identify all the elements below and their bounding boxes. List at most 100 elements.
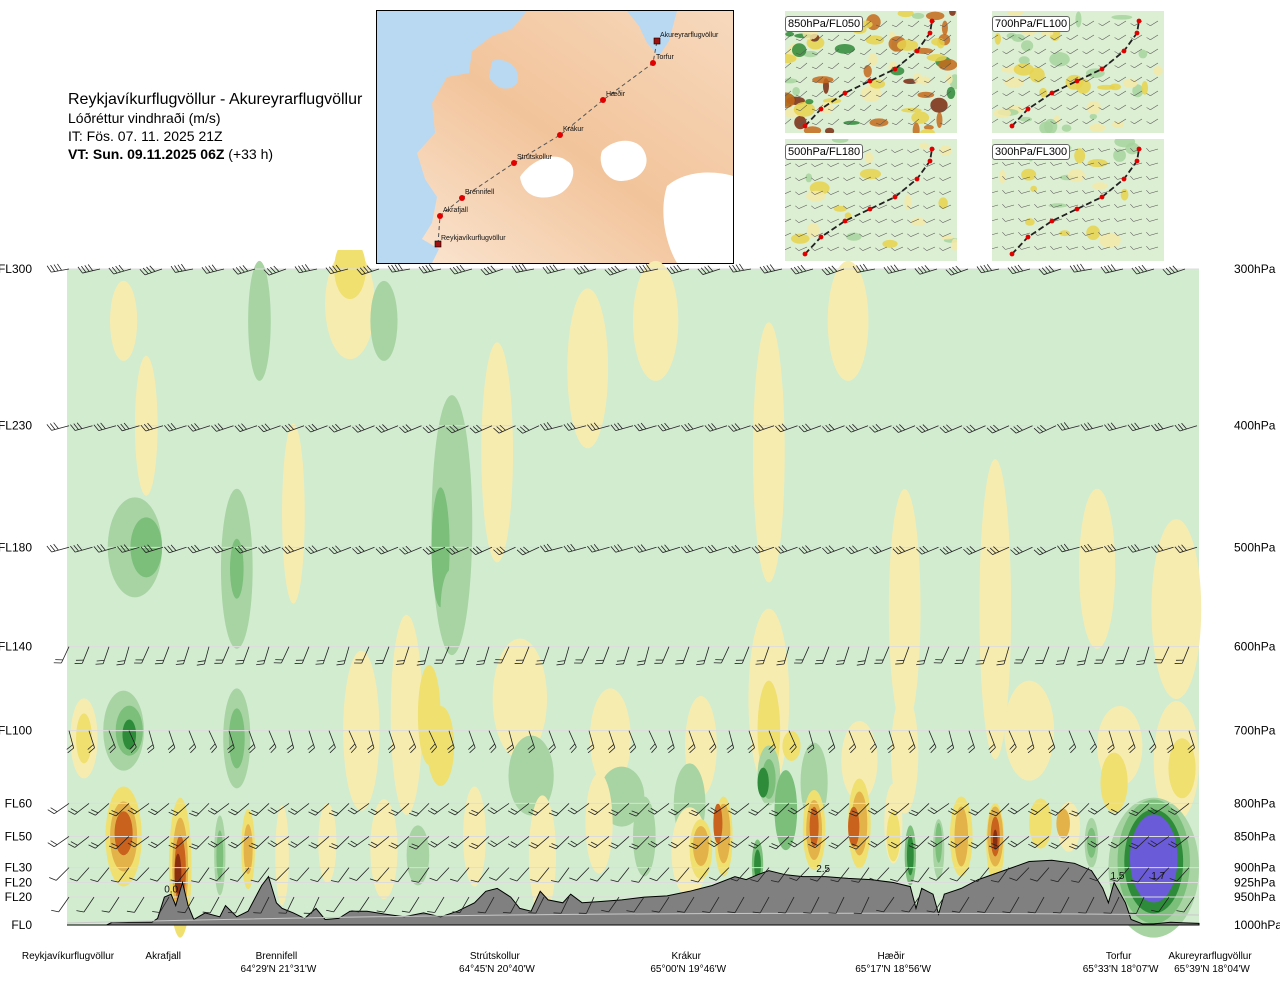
barb-feather	[926, 910, 935, 913]
barb-staff	[576, 867, 590, 881]
barb-staff	[409, 896, 420, 913]
barb-feather	[947, 747, 954, 754]
barb-staff	[1078, 867, 1090, 883]
wind-barb	[827, 730, 836, 754]
thumbnail-barb-feather	[1002, 93, 1007, 96]
barb-staff	[617, 867, 630, 883]
barb-staff	[175, 268, 194, 273]
thumbnail-barb-staff	[878, 204, 888, 209]
barb-staff	[145, 425, 164, 432]
thumbnail-barb-feather	[1034, 246, 1038, 250]
thumbnail-barb-feather	[939, 205, 943, 209]
wind-barb	[480, 265, 504, 276]
thumbnail-barb-staff	[815, 34, 824, 41]
barb-feather	[49, 544, 56, 552]
barb-staff	[816, 867, 830, 882]
barb-staff	[1132, 425, 1151, 432]
barb-feather	[908, 812, 916, 817]
thumbnail-850hpa[interactable]: 850hPa/FL050	[785, 11, 957, 133]
thumbnail-barb-feather	[1066, 232, 1070, 236]
barb-feather	[67, 843, 76, 848]
thumbnail-barb-staff	[910, 246, 920, 251]
barb-feather	[583, 265, 590, 272]
barb-feather	[1045, 266, 1051, 273]
thumbnail-barb	[1146, 176, 1159, 180]
barb-feather	[1030, 808, 1038, 813]
barb-staff	[1109, 425, 1127, 431]
thumbnail-barb-feather	[1050, 65, 1055, 68]
thumbnail-barb-staff	[847, 104, 856, 111]
barb-feather	[707, 424, 714, 431]
wind-barb	[127, 803, 150, 815]
barb-staff	[1085, 896, 1095, 914]
barb-feather	[763, 265, 769, 273]
location-coord: 64°45'N 20°40'W	[459, 964, 535, 975]
thumbnail-barb	[875, 34, 888, 42]
wind-barb	[548, 730, 556, 754]
thumbnail-barb-feather	[843, 108, 849, 112]
thumbnail-barb	[1034, 204, 1047, 208]
barb-feather	[308, 811, 316, 816]
barb-staff	[656, 867, 670, 882]
barb-feather	[1175, 659, 1184, 661]
wind-barb	[1080, 422, 1104, 431]
thumbnail-barb	[811, 162, 824, 167]
wind-barb	[308, 836, 330, 849]
thumbnail-barb-feather	[907, 163, 911, 167]
barb-feather	[567, 809, 575, 815]
barb-staff	[462, 646, 470, 664]
terrain-fill	[67, 859, 1200, 926]
barb-staff	[1042, 646, 1050, 664]
wind-barb	[697, 265, 721, 275]
wind-barb	[563, 543, 587, 553]
barb-feather	[354, 662, 362, 664]
barb-feather	[849, 812, 857, 817]
barb-feather	[523, 546, 530, 553]
barb-staff	[544, 425, 563, 431]
wind-barb	[201, 264, 225, 274]
thumbnail-cell	[833, 205, 848, 212]
barb-feather	[664, 544, 670, 551]
barb-feather	[1073, 264, 1079, 272]
barb-staff	[835, 803, 850, 816]
barb-feather	[647, 810, 655, 815]
thumbnail-barb	[1114, 232, 1127, 236]
thumbnail-cell	[865, 35, 885, 45]
thumbnail-700hpa[interactable]: 700hPa/FL100	[992, 11, 1164, 133]
thumbnail-300hpa[interactable]: 300hPa/FL300	[992, 139, 1164, 261]
thumbnail-barb-feather	[891, 108, 897, 112]
barb-feather	[790, 746, 797, 754]
thumbnail-barb-staff	[910, 204, 920, 209]
wind-barb	[587, 422, 610, 431]
barb-staff	[275, 867, 290, 881]
thumbnail-barb-staff	[863, 62, 872, 69]
barb-staff	[510, 896, 520, 914]
thumbnail-barb-staff	[1069, 190, 1079, 194]
barb-feather	[399, 426, 406, 433]
barb-feather	[288, 423, 294, 430]
wind-barb	[468, 730, 476, 754]
barb-feather	[660, 423, 667, 431]
barb-feather	[916, 548, 923, 555]
thumbnail-500hpa[interactable]: 500hPa/FL180	[785, 139, 957, 261]
barb-feather	[510, 808, 518, 813]
wind-barb	[227, 730, 235, 754]
thumbnail-barb	[811, 118, 824, 126]
wind-barb	[470, 867, 490, 883]
barb-feather	[1110, 544, 1117, 551]
barb-feather	[531, 809, 539, 814]
thumbnail-barb-staff	[879, 48, 888, 55]
thumbnail-barb	[1130, 34, 1143, 40]
thumbnail-barb-staff	[992, 90, 999, 96]
location-coord: 65°17'N 18°56'W	[855, 964, 931, 975]
wind-barb	[47, 803, 70, 815]
barb-feather	[417, 660, 426, 663]
thumbnail-barb-feather	[1130, 107, 1135, 110]
thumbnail-barb-feather	[939, 52, 945, 56]
barb-staff	[934, 836, 950, 848]
thumbnail-barb	[1034, 162, 1047, 166]
thumbnail-route-point	[867, 78, 873, 84]
wind-barb	[892, 545, 916, 555]
barb-feather	[522, 263, 527, 271]
barb-feather	[288, 545, 294, 552]
